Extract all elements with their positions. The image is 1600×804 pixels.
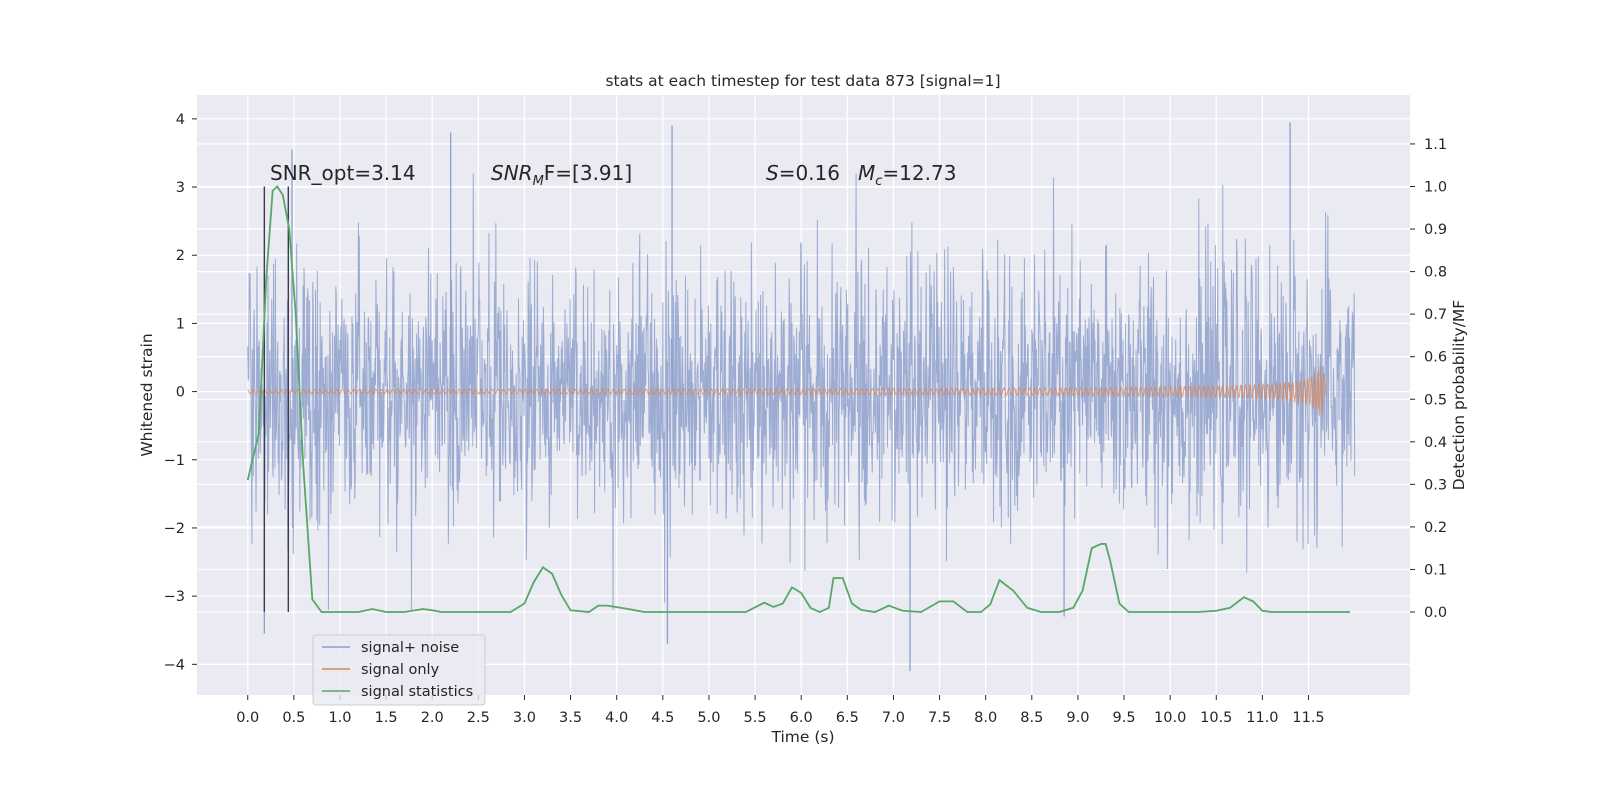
s-symbol: S	[766, 161, 779, 185]
x-tick-label: 2.5	[467, 710, 490, 726]
y2-tick-label: 0.0	[1424, 605, 1447, 621]
x-tick-label: 0.0	[236, 710, 259, 726]
y-tick-label: −4	[164, 657, 185, 673]
x-tick-label: 9.5	[1113, 710, 1136, 726]
x-tick-label: 4.5	[651, 710, 674, 726]
y-tick-label: −3	[164, 589, 185, 605]
legend-label-noise: signal+ noise	[361, 640, 459, 656]
mc-symbol: M	[858, 161, 875, 185]
y-axis-label: Whitened strain	[138, 333, 156, 456]
annotation-snr-opt: SNR_opt=3.14	[270, 161, 416, 185]
snr-mf-rest: F=[3.91]	[544, 161, 632, 185]
x-tick-label: 5.5	[744, 710, 767, 726]
y2-tick-label: 0.2	[1424, 520, 1447, 536]
x-tick-label: 4.0	[605, 710, 628, 726]
x-tick-label: 10.0	[1154, 710, 1186, 726]
y2-tick-label: 0.6	[1424, 350, 1447, 366]
legend-label-stats: signal statistics	[361, 684, 473, 700]
snr-mf-sub: M	[533, 174, 544, 189]
y-tick-label: −1	[164, 453, 185, 469]
annotation-s: S=0.16	[766, 161, 840, 185]
x-tick-label: 3.0	[513, 710, 536, 726]
x-tick-label: 0.5	[282, 710, 305, 726]
noise-line	[247, 173, 1356, 610]
y-tick-label: 2	[176, 248, 185, 264]
x-tick-label: 3.5	[559, 710, 582, 726]
stats-series	[246, 185, 1351, 614]
y2-tick-label: 0.5	[1424, 392, 1447, 408]
x-tick-label: 10.5	[1200, 710, 1232, 726]
x-tick-label: 9.0	[1066, 710, 1089, 726]
y2-axis-label: Detection probability/MF	[1450, 300, 1468, 491]
annotation-snr-mf: SNRMF=[3.91]	[491, 161, 632, 189]
vertical-markers	[263, 186, 290, 613]
x-tick-label: 5.0	[697, 710, 720, 726]
legend-box	[312, 634, 486, 706]
x-axis-label: Time (s)	[770, 728, 834, 746]
x-tick-label: 2.0	[421, 710, 444, 726]
x-tick-label: 6.0	[790, 710, 813, 726]
x-tick-label: 11.5	[1292, 710, 1324, 726]
x-tick-label: 1.5	[375, 710, 398, 726]
y2-tick-label: 0.1	[1424, 562, 1447, 578]
y-tick-label: 3	[176, 180, 185, 196]
y-tick-label: 1	[176, 316, 185, 332]
y2-tick-label: 0.7	[1424, 307, 1447, 323]
legend: signal+ noise signal only signal statist…	[312, 634, 486, 706]
y-tick-label: 0	[176, 385, 185, 401]
x-tick-label: 6.5	[836, 710, 859, 726]
x-tick-label: 8.5	[1020, 710, 1043, 726]
y2-tick-label: 0.8	[1424, 265, 1447, 281]
y2-tick-label: 0.3	[1424, 477, 1447, 493]
y2-tick-label: 0.9	[1424, 222, 1447, 238]
x-tick-label: 7.0	[882, 710, 905, 726]
y-tick-label: −2	[164, 521, 185, 537]
snr-mf-base: SNR	[491, 161, 533, 185]
y2-tick-label: 1.1	[1424, 137, 1447, 153]
signal-line	[247, 365, 1328, 416]
chart-title: stats at each timestep for test data 873…	[605, 72, 1000, 90]
y-tick-label: 4	[176, 112, 185, 128]
y2-axis-ticks: 0.0 0.1 0.2 0.3 0.4 0.5 0.6 0.7 0.8 0.9 1.0 1.1	[1410, 137, 1447, 621]
x-tick-label: 7.5	[928, 710, 951, 726]
y2-tick-label: 1.0	[1424, 179, 1447, 195]
mc-value: =12.73	[882, 161, 956, 185]
x-axis-ticks: 0.0 0.5 1.0 1.5 2.0 2.5 3.0 3.5 4.0 4.5 5.0 5.5 6.0 6…	[236, 695, 1325, 726]
legend-label-signal: signal only	[361, 662, 440, 678]
mc-sub: c	[875, 174, 882, 189]
signal-series	[247, 365, 1328, 416]
x-tick-label: 1.0	[328, 710, 351, 726]
s-value: =0.16	[779, 161, 840, 185]
annotation-mc: Mc=12.73	[858, 161, 956, 189]
x-tick-label: 8.0	[974, 710, 997, 726]
stats-line	[246, 185, 1351, 614]
y2-tick-label: 0.4	[1424, 435, 1447, 451]
x-tick-label: 11.0	[1246, 710, 1278, 726]
y-axis-ticks: −4 −3 −2 −1 0 1 2 3 4	[164, 112, 197, 673]
